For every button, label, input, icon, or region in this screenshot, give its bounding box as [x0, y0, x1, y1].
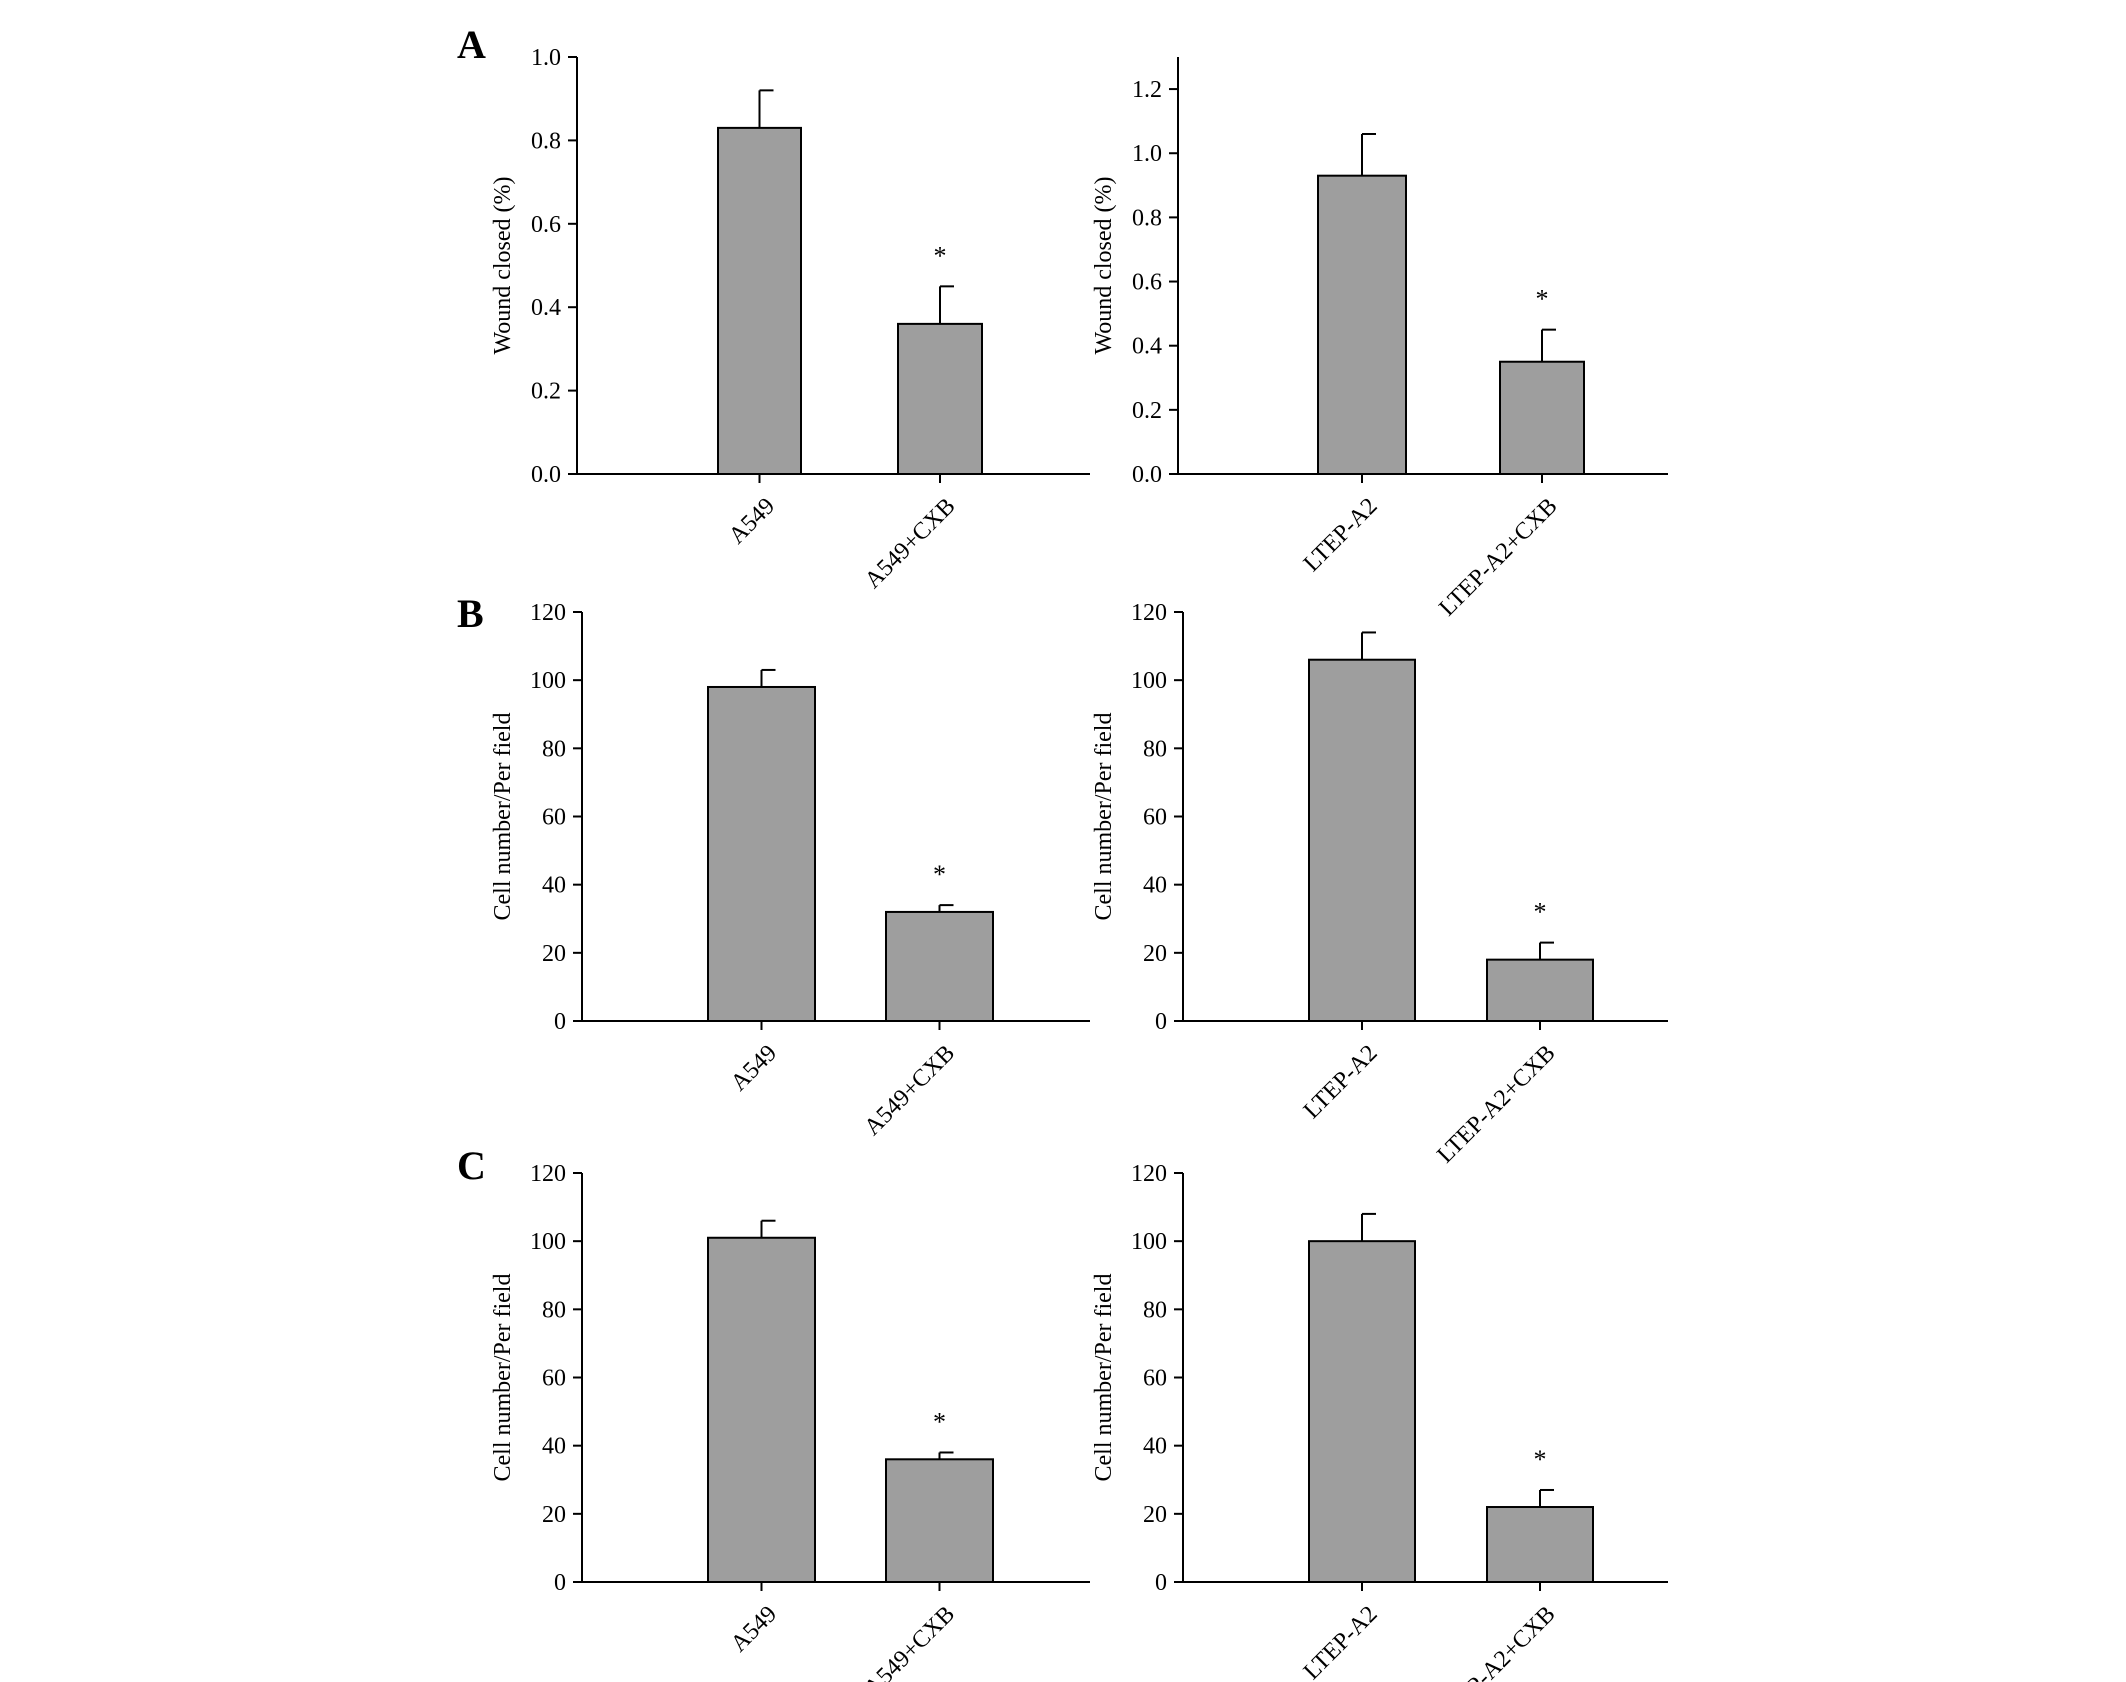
y-tick-label: 20	[1143, 941, 1167, 967]
y-tick-label: 20	[542, 1502, 566, 1528]
x-category-label: LTEP-A2	[1299, 1040, 1383, 1124]
significance-marker: *	[933, 1407, 946, 1436]
y-tick-label: 0.8	[531, 128, 561, 154]
chart-2: 0.0 0.2 0.4 0.6 0.8 1.0 1.2 Wound closed (%) LTE…	[1091, 57, 1668, 621]
y-tick-label: 0	[554, 1009, 566, 1035]
y-axis-title: Wound closed (%)	[1091, 176, 1117, 354]
y-axis-title: Cell number/Per field	[490, 713, 516, 921]
panel-letter-a: A	[457, 22, 486, 67]
y-tick-label: 0	[554, 1570, 566, 1596]
y-tick-label: 0.6	[1132, 270, 1162, 296]
y-tick-label: 0.6	[531, 212, 561, 238]
x-category-label: LTEP-A2+CXB	[1434, 493, 1562, 621]
y-tick-label: 0.4	[531, 295, 561, 321]
bar	[1486, 958, 1594, 1023]
x-category-label: LTEP-A2	[1299, 1601, 1383, 1682]
bar	[885, 1458, 994, 1584]
y-tick-label: 1.0	[1132, 141, 1162, 167]
y-axis-title: Cell number/Per field	[490, 1274, 516, 1482]
bar	[897, 322, 983, 475]
x-category-label: A549+CXB	[859, 1601, 960, 1682]
charts-group: 0.0 0.2 0.4 0.6 0.8 1.0 Wound closed (%) A549 * A…	[490, 45, 1668, 1682]
y-tick-label: 40	[1143, 1434, 1167, 1460]
x-category-label: LTEP-A2+CXB	[1432, 1601, 1560, 1682]
x-category-label: A549+CXB	[859, 1040, 960, 1141]
y-tick-label: 20	[542, 941, 566, 967]
panel-letter-c: C	[457, 1143, 486, 1188]
x-category-label: A549	[726, 1040, 782, 1096]
y-tick-label: 40	[542, 873, 566, 899]
y-tick-label: 120	[1131, 600, 1167, 626]
chart-1: 0.0 0.2 0.4 0.6 0.8 1.0 Wound closed (%) A549 * A…	[490, 45, 1090, 594]
x-category-label: A549	[726, 1601, 782, 1657]
chart-5: 0 20 40 60 80 100 120 Cell number/Per field A549…	[490, 1161, 1090, 1682]
y-tick-label: 0.2	[1132, 398, 1162, 424]
y-tick-label: 100	[1131, 668, 1167, 694]
y-tick-label: 1.2	[1132, 77, 1162, 103]
bar	[707, 685, 816, 1022]
chart-4: 0 20 40 60 80 100 120 Cell number/Per field LTEP…	[1091, 600, 1668, 1168]
y-tick-label: 0.4	[1132, 334, 1162, 360]
bar	[885, 910, 994, 1023]
chart-6: 0 20 40 60 80 100 120 Cell number/Per field LTEP…	[1091, 1161, 1668, 1682]
bar	[707, 1236, 816, 1583]
y-tick-label: 80	[542, 1297, 566, 1323]
panel-letter-b: B	[457, 591, 484, 636]
y-tick-label: 0	[1155, 1009, 1167, 1035]
significance-marker: *	[934, 241, 947, 270]
y-tick-label: 60	[542, 805, 566, 831]
y-tick-label: 0	[1155, 1570, 1167, 1596]
y-tick-label: 1.0	[531, 45, 561, 71]
significance-marker: *	[1536, 285, 1549, 314]
y-tick-label: 40	[1143, 873, 1167, 899]
y-tick-label: 0.8	[1132, 205, 1162, 231]
y-tick-label: 100	[530, 1229, 566, 1255]
y-axis-title: Cell number/Per field	[1091, 713, 1117, 921]
significance-marker: *	[1534, 898, 1547, 927]
y-axis-title: Cell number/Per field	[1091, 1274, 1117, 1482]
bar	[1317, 174, 1407, 476]
y-tick-label: 80	[1143, 736, 1167, 762]
y-tick-label: 120	[530, 1161, 566, 1187]
y-tick-label: 0.0	[1132, 462, 1162, 488]
y-tick-label: 80	[542, 736, 566, 762]
y-tick-label: 20	[1143, 1502, 1167, 1528]
y-tick-label: 100	[1131, 1229, 1167, 1255]
bar	[717, 126, 802, 475]
chart-3: 0 20 40 60 80 100 120 Cell number/Per field A549…	[490, 600, 1090, 1141]
y-axis-title: Wound closed (%)	[490, 176, 516, 354]
x-category-label: A549+CXB	[860, 493, 961, 594]
y-tick-label: 40	[542, 1434, 566, 1460]
y-tick-label: 0.0	[531, 462, 561, 488]
bar	[1499, 360, 1585, 476]
bar	[1308, 1240, 1416, 1583]
y-tick-label: 100	[530, 668, 566, 694]
bar	[1486, 1506, 1594, 1584]
x-category-label: LTEP-A2	[1299, 493, 1383, 577]
y-tick-label: 120	[1131, 1161, 1167, 1187]
y-tick-label: 60	[1143, 805, 1167, 831]
significance-marker: *	[1534, 1445, 1547, 1474]
y-tick-label: 80	[1143, 1297, 1167, 1323]
y-tick-label: 0.2	[531, 379, 561, 405]
x-category-label: LTEP-A2+CXB	[1432, 1040, 1560, 1168]
y-tick-label: 60	[542, 1366, 566, 1392]
y-tick-label: 60	[1143, 1366, 1167, 1392]
y-tick-label: 120	[530, 600, 566, 626]
x-category-label: A549	[724, 493, 780, 549]
bar	[1308, 658, 1416, 1022]
significance-marker: *	[933, 860, 946, 889]
